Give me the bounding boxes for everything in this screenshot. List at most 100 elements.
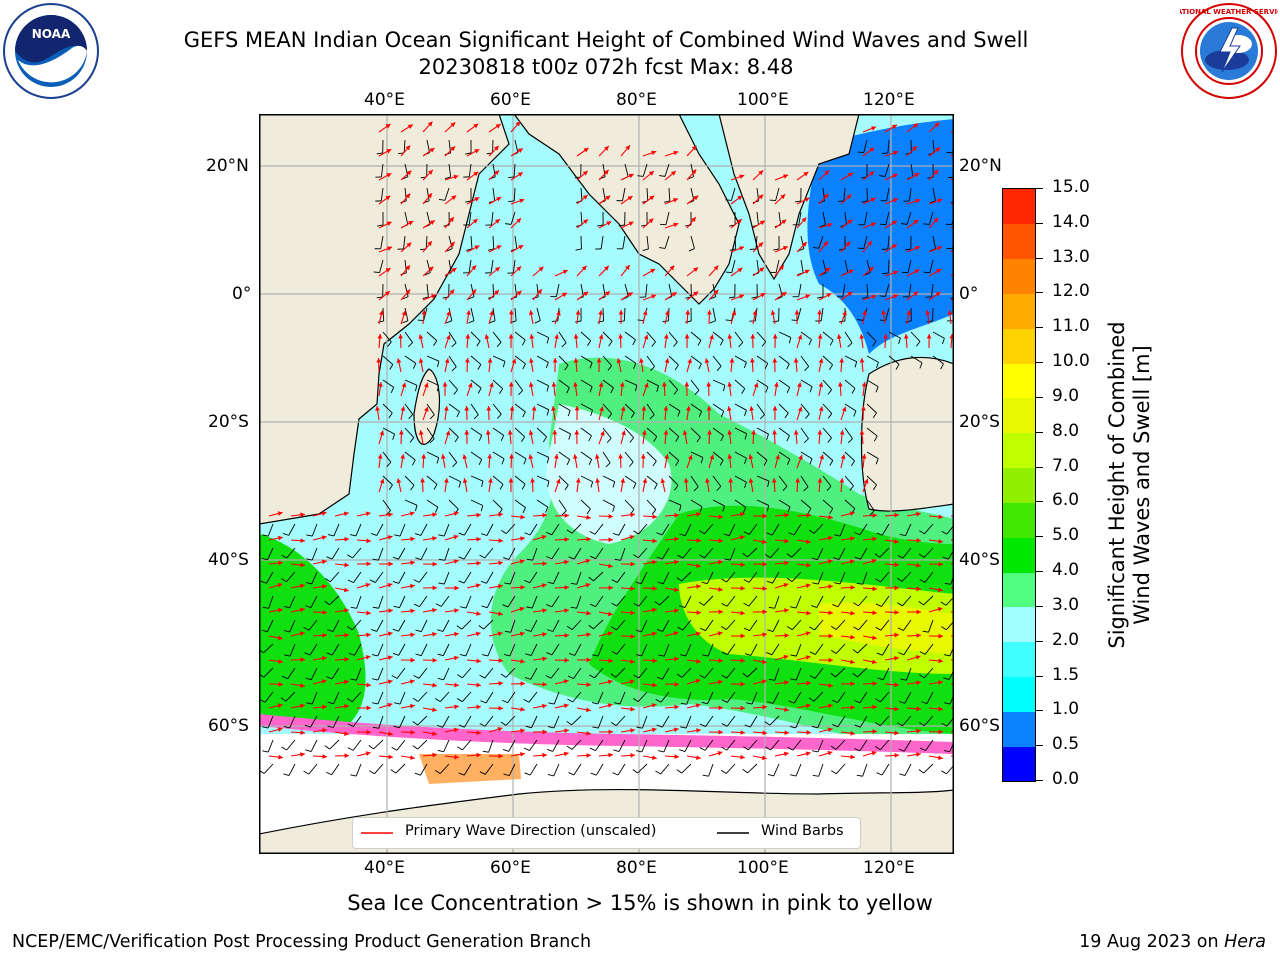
wave-direction-arrowhead xyxy=(277,535,283,541)
wave-direction-arrowhead xyxy=(552,358,558,363)
wind-barb-flag xyxy=(630,412,635,419)
wind-barbs-legend-line xyxy=(717,832,749,834)
wind-barb-flag xyxy=(919,651,926,655)
wave-direction-arrowhead xyxy=(717,631,723,636)
wind-barb xyxy=(712,379,726,386)
wind-barb-flag xyxy=(742,672,748,678)
wave-direction-arrowhead xyxy=(674,559,679,565)
wave-direction-arrowhead xyxy=(489,382,494,388)
wave-direction-arrowhead xyxy=(916,562,921,568)
wind-barb xyxy=(331,547,340,560)
wave-direction-arrowhead xyxy=(398,430,404,435)
wind-barb-flag xyxy=(697,340,702,346)
wave-direction-arrowhead xyxy=(608,752,613,758)
wind-barb xyxy=(550,667,560,679)
wind-barb-flag xyxy=(812,750,819,753)
wave-direction-arrowhead xyxy=(427,193,433,199)
wave-direction-arrowhead xyxy=(405,289,411,295)
wind-barb-flag xyxy=(350,606,357,609)
wave-direction-arrowhead xyxy=(432,752,437,758)
wind-barb xyxy=(712,331,724,341)
wind-barb-flag xyxy=(568,556,575,560)
lon-label-bottom: 40°E xyxy=(364,858,405,878)
wave-direction-arrowhead xyxy=(450,122,456,128)
wave-direction-arrowhead xyxy=(563,703,569,709)
wind-barb xyxy=(505,715,516,726)
wave-direction-arrowhead xyxy=(529,334,535,339)
wave-direction-arrowhead xyxy=(806,539,811,544)
wave-direction-arrowhead xyxy=(541,534,547,540)
wave-direction-arrowhead xyxy=(494,219,500,224)
colorbar-segment xyxy=(1003,223,1035,260)
wind-barb xyxy=(866,427,878,437)
wave-direction-arrowhead xyxy=(630,561,635,567)
wave-direction-arrowhead xyxy=(916,752,921,757)
wave-direction-arrowhead xyxy=(840,454,846,460)
wind-barb xyxy=(573,667,582,679)
wave-direction-arrowhead xyxy=(938,755,943,761)
wind-barb xyxy=(793,691,802,704)
wind-barb xyxy=(822,451,834,461)
wind-barb xyxy=(267,523,274,537)
wind-barb xyxy=(470,499,483,506)
wind-barb xyxy=(859,739,868,752)
wind-barb-flag xyxy=(788,337,792,344)
colorbar-tick-mark xyxy=(1035,605,1043,607)
wave-direction-arrowhead xyxy=(651,150,657,156)
wind-barb-flag xyxy=(305,605,312,608)
wave-direction-arrowhead xyxy=(881,310,887,315)
wind-barb-flag xyxy=(497,413,502,419)
wind-barb-flag xyxy=(386,462,392,468)
wind-barb-flag xyxy=(875,626,882,631)
wind-barb xyxy=(420,547,428,560)
wind-barb xyxy=(866,379,879,388)
wind-barb xyxy=(404,283,409,297)
wind-barb-flag xyxy=(926,320,933,323)
wind-barb xyxy=(857,667,868,678)
wave-direction-arrowhead xyxy=(344,562,349,568)
wave-direction-arrowhead xyxy=(476,560,481,566)
wave-direction-arrowhead xyxy=(739,294,745,299)
wave-direction-arrowhead xyxy=(406,242,412,248)
wind-barb xyxy=(558,427,571,435)
wave-direction-arrowhead xyxy=(278,681,283,687)
wind-barb xyxy=(486,523,494,536)
wave-direction-arrowhead xyxy=(519,631,525,637)
wave-direction-arrowhead xyxy=(472,218,478,224)
wind-barb-flag xyxy=(635,629,642,633)
wind-barb-flag xyxy=(545,675,552,679)
wind-barb-flag xyxy=(437,629,444,632)
wave-direction-arrowhead xyxy=(727,382,733,387)
wave-direction-arrowhead xyxy=(573,454,578,459)
wave-direction-arrowhead xyxy=(640,454,646,459)
wave-direction-arrowhead xyxy=(606,221,612,226)
wind-barb xyxy=(558,379,570,389)
wind-barb xyxy=(774,595,780,609)
wind-barb xyxy=(772,619,780,632)
wave-direction-arrowhead xyxy=(386,149,392,154)
wave-direction-arrowhead xyxy=(839,478,845,483)
wind-barb-flag xyxy=(699,506,703,513)
wind-barb-flag xyxy=(523,458,527,465)
wave-direction-arrowhead xyxy=(938,514,943,520)
wind-barb xyxy=(440,595,450,607)
colorbar-tick-label: 5.0 xyxy=(1052,525,1080,546)
colorbar-tick-label: 0.0 xyxy=(1052,769,1080,789)
wave-direction-arrowhead xyxy=(938,587,943,593)
wave-direction-arrowhead xyxy=(696,584,701,589)
wave-direction-arrowhead xyxy=(300,752,305,757)
wind-barb-flag xyxy=(566,529,573,534)
sea-ice-caption: Sea Ice Concentration > 15% is shown in … xyxy=(347,891,933,915)
wind-barb-flag xyxy=(542,436,547,443)
wave-direction-arrowhead xyxy=(630,752,635,758)
wave-direction-arrowhead xyxy=(784,560,789,566)
wind-barb xyxy=(426,211,431,225)
wind-barb xyxy=(376,619,384,632)
wave-direction-arrowhead xyxy=(758,170,764,176)
footer-date-text: 19 Aug 2023 on xyxy=(1079,932,1225,952)
wave-direction-arrowhead xyxy=(739,174,745,180)
wind-barb-flag xyxy=(655,770,661,775)
wind-barb xyxy=(617,763,626,776)
wind-barb xyxy=(866,331,877,342)
wind-barb-flag xyxy=(898,748,905,752)
